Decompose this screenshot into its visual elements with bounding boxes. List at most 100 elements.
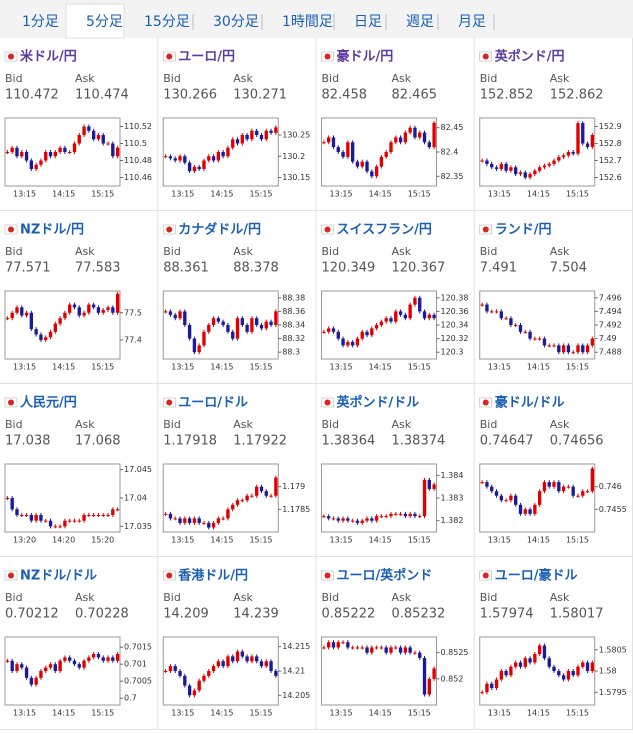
tab[interactable]: 1分足 (22, 14, 59, 30)
candle (480, 482, 484, 484)
pair-name[interactable]: カナダドル/円 (178, 222, 261, 238)
bid-label: Bid (480, 245, 498, 258)
candle (331, 642, 336, 648)
pair-name[interactable]: 豪ドル/円 (337, 49, 394, 65)
y-tick-label: 1.5795 (599, 688, 627, 697)
candle (197, 680, 201, 691)
candle (44, 337, 48, 340)
ask-label: Ask (392, 418, 412, 431)
x-tick-label: 15:15 (249, 536, 272, 545)
pair-name[interactable]: NZドル/ドル (20, 569, 97, 584)
candle (68, 520, 72, 522)
candle (355, 647, 360, 649)
candle (561, 155, 566, 158)
pair-name[interactable]: 米ドル/円 (20, 49, 77, 65)
candle (422, 479, 427, 517)
candle (566, 345, 571, 353)
candle (58, 318, 62, 324)
candle (91, 515, 96, 516)
bid-label: Bid (322, 72, 340, 85)
candle (10, 312, 14, 319)
pair-name[interactable]: 香港ドル/円 (177, 568, 248, 584)
candle (581, 123, 585, 144)
pair-name[interactable]: 英ポンド/ドル (336, 395, 420, 411)
y-tick-label: 120.36 (441, 307, 469, 316)
candle (163, 671, 168, 672)
flag-icon (8, 53, 14, 60)
candle (432, 484, 436, 489)
x-tick-label: 15:15 (249, 190, 272, 199)
candle (346, 142, 350, 157)
candle (24, 667, 29, 678)
flag-icon (166, 53, 173, 60)
candle (398, 513, 403, 515)
bid-value: 0.74647 (480, 434, 534, 449)
tab[interactable]: 5分足 (86, 14, 123, 30)
tab[interactable]: 15分足 (144, 14, 190, 30)
bid-value: 0.85222 (322, 607, 376, 622)
candle (422, 657, 427, 695)
x-tick-label: 13:15 (330, 709, 353, 718)
y-tick-label: 1.1785 (282, 505, 310, 514)
candle (111, 509, 115, 515)
bid-value: 1.38364 (322, 434, 376, 449)
candle (379, 156, 384, 167)
candle (197, 518, 201, 523)
pair-name[interactable]: ユーロ/円 (178, 50, 235, 65)
candle (542, 165, 547, 168)
plot-area (479, 117, 596, 187)
x-tick-label: 15:20 (91, 536, 114, 545)
pair-name[interactable]: ランド/円 (495, 223, 552, 238)
x-tick-label: 14:15 (527, 363, 550, 372)
x-tick-label: 14:15 (527, 536, 550, 545)
candle (274, 477, 278, 496)
candle (327, 516, 331, 519)
pair-name[interactable]: ユーロ/豪ドル (495, 568, 578, 584)
candle (5, 498, 10, 499)
candle (221, 661, 225, 667)
candle (87, 515, 91, 516)
pair-name[interactable]: 英ポンド/円 (494, 49, 565, 65)
candle (365, 331, 369, 336)
candle (408, 647, 412, 653)
candle (48, 152, 53, 157)
pair-name[interactable]: ユーロ/ドル (178, 396, 248, 411)
candle (231, 504, 235, 510)
tab[interactable]: 週足 (406, 14, 434, 30)
bid-label: Bid (322, 591, 340, 604)
candle (106, 143, 110, 145)
candle (384, 152, 388, 157)
x-tick-label: 13:15 (13, 363, 36, 372)
pair-name[interactable]: スイスフラン/円 (337, 223, 432, 238)
tab[interactable]: 1時間足 (282, 14, 333, 30)
y-tick-label: 7.496 (599, 293, 622, 302)
x-tick-label: 15:15 (566, 536, 589, 545)
candle (418, 652, 422, 658)
candle (537, 338, 542, 340)
tab[interactable]: 30分足 (213, 14, 259, 30)
x-tick-label: 15:15 (91, 363, 114, 372)
candle (255, 656, 259, 662)
tab[interactable]: 月足 (458, 14, 486, 30)
candle (403, 647, 408, 653)
candle (29, 312, 34, 330)
candle (355, 520, 360, 523)
candle (384, 318, 388, 322)
candle (504, 500, 508, 502)
candle (557, 345, 561, 353)
candle (173, 666, 177, 671)
y-tick-label: 0.7005 (124, 677, 152, 686)
candle (197, 166, 201, 169)
pair-name[interactable]: ユーロ/英ポンド (337, 568, 433, 584)
bid-value: 14.209 (163, 607, 209, 622)
candle (384, 647, 388, 653)
pair-name[interactable]: 人民元/円 (20, 395, 77, 411)
pair-name[interactable]: 豪ドル/ドル (495, 395, 565, 411)
y-tick-label: 7.49 (599, 334, 617, 343)
pair-name[interactable]: NZドル/円 (20, 223, 84, 238)
candle (202, 160, 206, 169)
plot-area (4, 636, 121, 706)
tab[interactable]: 日足 (354, 14, 382, 30)
candle (379, 516, 384, 518)
candle (259, 325, 264, 329)
